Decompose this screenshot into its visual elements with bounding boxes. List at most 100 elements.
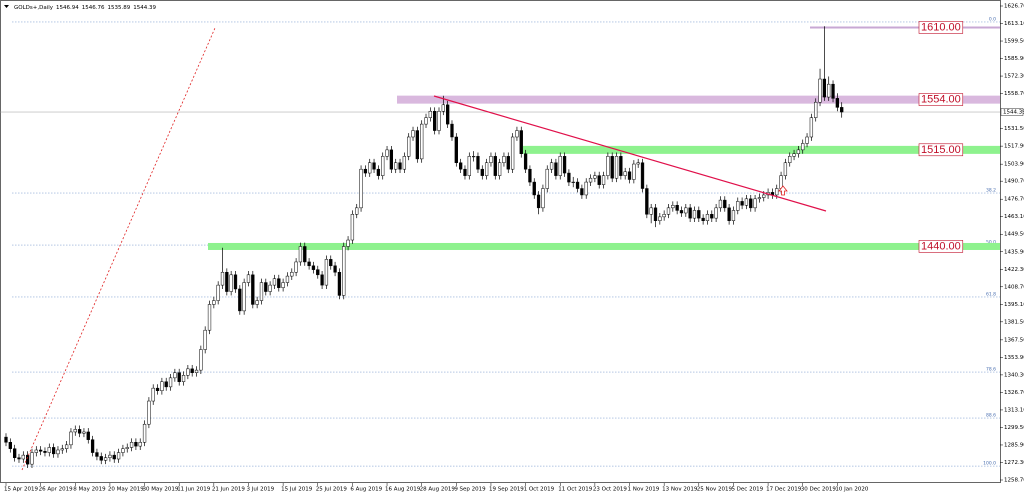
level-label: 1610.00 [921,21,961,33]
candle-body [554,162,558,176]
candle-body [350,214,355,241]
candle-body [181,375,186,382]
candle-body [69,431,73,446]
candle-body [199,349,203,371]
candle-body [316,269,320,276]
candle-body [558,156,562,176]
candle-body [402,156,407,170]
candle-body [571,181,575,183]
candle-body [541,188,545,209]
candle-body [753,198,757,209]
candle-body [355,207,359,215]
level-label: 1515.00 [921,144,961,156]
x-tick-label: 1 Nov 2019 [628,487,660,493]
candle-body [220,271,225,286]
x-tick-label: 30 Dec 2019 [801,487,837,493]
candle-body [441,104,445,112]
x-tick-label: 30 May 2019 [143,487,179,493]
candle-body [277,278,281,288]
y-tick-label: 1490.70 [1004,179,1024,185]
candle-body [788,156,792,164]
candle-body [168,377,173,388]
candle-body [493,156,497,176]
candle-body [142,423,147,443]
candle-body [658,216,662,221]
candle-body [246,274,251,283]
fib-label: 78.6 [986,367,996,373]
candle-body [407,136,411,157]
candle-body [125,447,129,449]
x-tick-label: 8 May 2019 [73,487,106,493]
candle-body [389,149,394,170]
candle-body [129,442,134,448]
x-tick-label: 20 May 2019 [108,487,144,493]
candle-body [809,117,814,138]
candle-body [545,168,549,189]
candle-body [736,201,740,211]
candle-body [99,456,103,461]
x-tick-label: 25 Jul 2019 [316,487,348,493]
candle-body [840,107,844,113]
candle-body [640,162,645,189]
candle-body [225,271,229,292]
level-label-box [918,93,964,106]
candle-body [372,162,376,170]
candle-body [186,368,190,376]
candle-body [740,201,744,206]
candle-body [588,177,593,183]
y-tick-label: 1326.70 [1004,390,1024,396]
candles [4,26,844,469]
candle-body [697,210,701,219]
candle-body [381,156,385,176]
candle-body [51,447,56,455]
candle-body [519,130,523,154]
candle-body [649,207,653,215]
level-label: 1554.00 [921,94,961,106]
candle-body [285,275,290,283]
candle-body [597,175,601,185]
x-tick-label: 1 Oct 2019 [524,487,555,493]
fib-label: 88.6 [986,413,996,419]
header-arrow [4,5,9,8]
candle-body [103,457,108,461]
candle-body [831,83,835,99]
candle-body [272,278,277,286]
y-tick-label: 1503.90 [1004,162,1024,168]
fib-label: 50.0 [986,240,996,246]
candle-body [324,259,329,286]
candle-body [489,156,493,164]
y-tick-label: 1353.90 [1004,355,1024,361]
candle-body [710,214,714,219]
x-tick-label: 11 Jun 2019 [177,487,211,493]
candle-body [385,149,389,157]
header-value: 1546.76 [82,5,105,11]
candle-body [108,454,112,458]
candle-body [95,452,99,457]
x-tick-label: 23 Oct 2019 [593,487,628,493]
candle-body [814,101,818,118]
x-tick-label: 19 Sep 2019 [489,487,524,493]
candle-body [294,261,298,273]
background-layer: 0.0 38.2 50.0 61.8 78.6 88.6 100.0 [0,16,1000,467]
candle-body [532,181,536,196]
candle-body [363,168,368,174]
candle-body [562,156,567,174]
candle-body [86,431,90,440]
candle-body [775,188,779,196]
candle-body [415,130,420,160]
foreground-layer: 1610.00 1554.00 1515.00 1440.00 [21,21,964,471]
candle-body [233,274,238,290]
candle-body [627,171,632,180]
up-arrow [778,185,788,196]
candle-body [47,447,51,453]
candle-body [805,136,809,144]
x-tick-label: 25 Nov 2019 [697,487,733,493]
candle-body [454,136,458,164]
candle-body [398,162,402,170]
y-tick-label: 1476.70 [1004,197,1024,203]
candle-body [718,199,723,209]
candle-body [614,156,619,179]
candle-body [212,300,216,305]
x-tick-label: 15 Jul 2019 [281,487,313,493]
candle-body [684,207,688,214]
